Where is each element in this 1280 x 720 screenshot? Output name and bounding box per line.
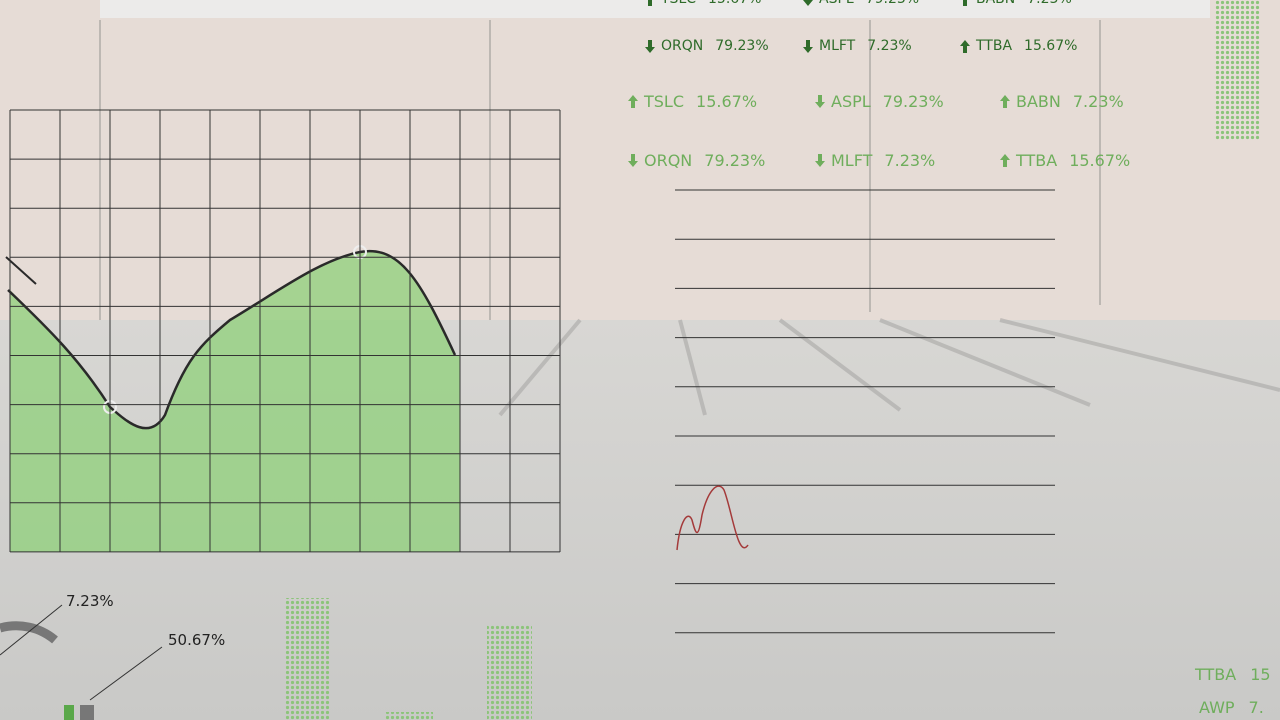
arrow-down [815,154,825,167]
ticker: ORQN 79.23% [645,38,769,54]
gauge-label: 50.67% [168,631,226,649]
ticker-symbol: TTBA [976,38,1013,54]
ticker-change: 79.23% [704,151,766,170]
chart-grid [9,109,561,553]
arrow-down [815,95,825,108]
ticker: ORQN 79.23% [628,151,765,170]
ticker-symbol: TSLC [644,92,685,111]
ticker-change: 15.67% [1069,151,1131,170]
ticker: BABN 7.23% [1000,92,1124,111]
ticker-change: 15.67% [1024,38,1078,54]
gauge-pointer [89,646,163,701]
arrow-down [803,39,813,53]
ticker: MLFT 7.23% [803,38,912,54]
ticker-symbol: MLFT [819,38,856,54]
ticker: MLFT 7.23% [815,151,935,170]
ticker: ASPL 79.23% [815,92,944,111]
ticker-symbol: ASPL [819,0,854,7]
ticker-symbol: BABN [976,0,1015,7]
ticker-symbol: ORQN [661,38,704,54]
dot-bar [385,712,433,720]
ticker-symbol: AWP [1199,698,1235,717]
ticker: TSLC 15.67% [645,0,761,7]
arrow-up [1000,95,1010,108]
ticker-symbol: ASPL [831,92,871,111]
dot-bar [1215,0,1260,140]
corner-ticker: AWP 7. [1199,698,1264,717]
squiggle [676,485,749,551]
ticker-change: 7.23% [867,38,912,54]
ticker: TSLC 15.67% [628,92,757,111]
ticker-symbol: ORQN [644,151,693,170]
gauge-bar [80,705,94,720]
dot-bar [285,598,330,720]
gauge-label: 7.23% [66,592,114,610]
arrow-up [1000,154,1010,167]
ticker: BABN 7.23% [960,0,1072,7]
ticker-symbol: BABN [1016,92,1061,111]
arrow-up [963,0,967,6]
ticker-symbol: TTBA [1016,151,1058,170]
side-lines [675,189,1055,634]
arrow-up [648,0,652,6]
ticker-symbol: TSLC [661,0,696,7]
trend-tick [5,256,37,285]
ticker-change: 15.67% [708,0,761,7]
ticker-symbol: TTBA [1195,665,1237,684]
window [100,0,1210,18]
wall [0,0,1280,320]
gauge-pointer [0,604,63,656]
ticker-change: 79.23% [715,38,769,54]
ticker-change: 7.23% [1027,0,1071,7]
ticker: TTBA 15.67% [960,38,1077,54]
trend-line [7,249,457,430]
floor-lines [498,318,1280,417]
ticker-change: 79.23% [866,0,919,7]
ticker-change: 79.23% [882,92,944,111]
arrow-down [803,0,813,6]
wall-seams [99,20,1101,320]
arrow-down [645,39,655,53]
arrow-up [628,95,638,108]
area-fill [10,251,460,552]
gauge-bar [64,705,74,720]
corner-ticker: TTBA 15 [1195,665,1271,684]
ticker-symbol: MLFT [831,151,873,170]
dot-bar [487,625,532,720]
arrow-down [628,154,638,167]
arrow-up [960,39,970,53]
ticker: TTBA 15.67% [1000,151,1130,170]
ticker-change: 7.23% [1072,92,1124,111]
ticker: ASPL 79.23% [803,0,919,7]
ticker-change: 15 [1250,665,1271,684]
ticker-change: 7.23% [884,151,936,170]
gauge-arc [0,621,58,644]
ticker-change: 15.67% [696,92,758,111]
ticker-change: 7. [1248,698,1264,717]
